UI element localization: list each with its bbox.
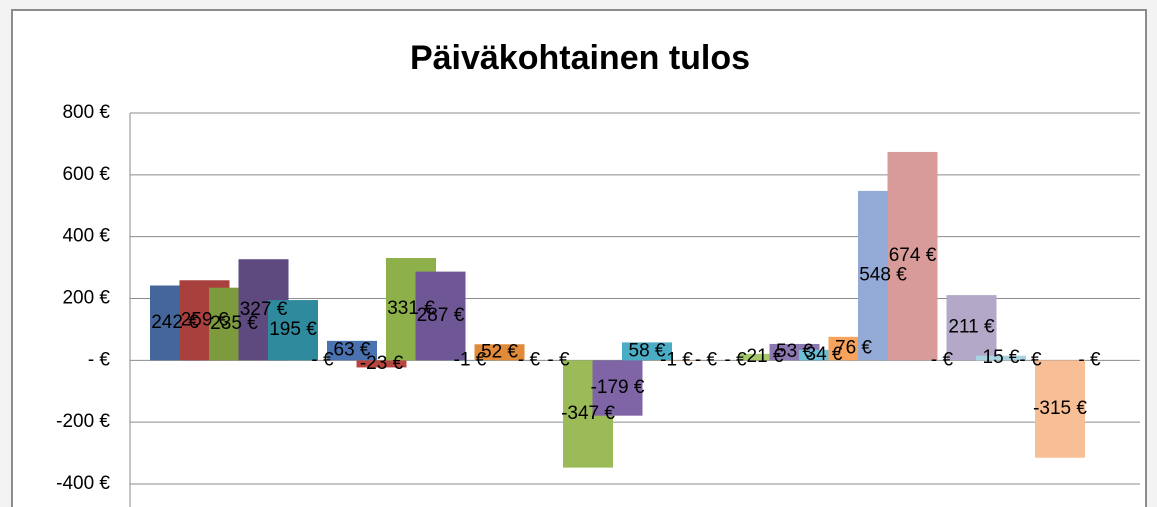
bar — [946, 295, 997, 361]
data-label: 331 € — [387, 298, 435, 319]
data-label: 548 € — [859, 265, 907, 286]
data-label: 21 € — [747, 346, 784, 367]
y-tick-label: 200 € — [62, 288, 110, 309]
data-label: 34 € — [806, 344, 843, 365]
bar — [740, 353, 790, 361]
y-tick-label: 600 € — [62, 164, 110, 185]
data-label: 235 € — [210, 313, 258, 334]
data-label: 63 € — [334, 340, 371, 361]
chart-title: Päiväkohtainen tulos — [410, 39, 750, 77]
data-label: -1 € — [660, 350, 693, 371]
data-label: 211 € — [948, 317, 995, 338]
bar — [474, 344, 525, 361]
data-label: -23 € — [360, 353, 404, 374]
bar — [1035, 360, 1085, 458]
bar — [622, 342, 672, 361]
data-label: -315 € — [1033, 398, 1087, 419]
data-label: -179 € — [591, 377, 645, 398]
data-label: 195 € — [269, 319, 317, 340]
data-label: -347 € — [561, 403, 615, 424]
y-tick-label: - € — [88, 349, 111, 370]
bar — [799, 349, 849, 361]
data-label: 53 € — [776, 341, 813, 362]
data-label: 52 € — [481, 341, 518, 362]
y-tick-label: -200 € — [56, 411, 110, 432]
bar — [327, 340, 377, 361]
bar — [592, 360, 643, 416]
bar — [356, 360, 407, 368]
data-label: - € — [518, 349, 541, 370]
data-label: -1 € — [454, 350, 487, 371]
y-tick-label: -400 € — [56, 473, 110, 494]
data-label: 242 € — [151, 312, 199, 333]
y-tick-label: 400 € — [62, 226, 110, 247]
data-label: 287 € — [417, 305, 465, 326]
bar — [415, 271, 466, 361]
data-label: - € — [724, 349, 747, 370]
data-label: 15 € — [983, 347, 1020, 368]
data-label: 259 € — [181, 309, 229, 330]
bar — [976, 355, 1026, 361]
data-label: - € — [311, 349, 334, 370]
bar — [887, 151, 938, 361]
data-label: 674 € — [889, 245, 937, 266]
data-label: - € — [547, 349, 570, 370]
data-label: - € — [931, 349, 954, 370]
y-tick-label: 800 € — [62, 102, 110, 123]
bar — [268, 300, 318, 361]
data-label: - € — [695, 349, 718, 370]
data-label: 58 € — [629, 340, 666, 361]
data-label: - € — [1078, 349, 1101, 370]
data-label: 76 € — [835, 338, 872, 359]
data-label: 327 € — [240, 299, 288, 320]
data-label: - € — [1019, 349, 1042, 370]
